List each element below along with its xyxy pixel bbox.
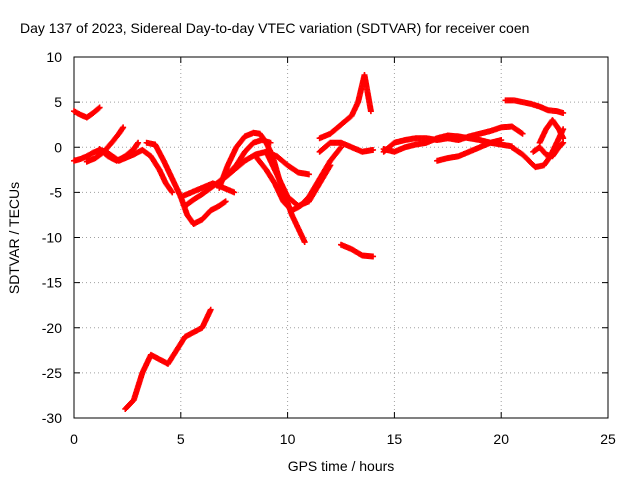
- y-tick-label: 5: [54, 94, 62, 110]
- series-arc-1: [71, 104, 103, 121]
- series-arc-9: [220, 148, 312, 182]
- data-point: [207, 306, 214, 313]
- data-series: [71, 72, 567, 412]
- y-tick-label: -25: [42, 365, 62, 381]
- x-tick-label: 0: [70, 431, 78, 447]
- data-point: [327, 162, 334, 169]
- y-tick-label: -10: [42, 230, 62, 246]
- x-tick-label: 10: [280, 431, 296, 447]
- data-point: [559, 140, 566, 147]
- data-point: [222, 198, 229, 205]
- series-arc-13: [316, 139, 377, 155]
- x-tick-label: 5: [177, 431, 185, 447]
- series-arc-14: [338, 241, 377, 260]
- axis-ticks: 0 5 10 15 20 25 -30 -25 -20 -15 -10 -5 0 5 10: [42, 49, 616, 447]
- data-point: [519, 130, 526, 137]
- data-point: [95, 105, 102, 112]
- x-tick-label: 15: [387, 431, 403, 447]
- y-tick-label: -5: [50, 184, 63, 200]
- data-point: [169, 189, 176, 196]
- y-tick-label: -20: [42, 320, 62, 336]
- y-tick-label: 10: [46, 49, 62, 65]
- data-point: [168, 188, 175, 195]
- data-point: [370, 253, 377, 260]
- data-point: [231, 189, 238, 196]
- data-point: [498, 137, 505, 144]
- data-point: [96, 104, 103, 111]
- data-point: [370, 146, 377, 153]
- data-point: [560, 135, 567, 142]
- series-arc-20: [530, 139, 567, 160]
- series-arc-5: [143, 139, 229, 227]
- chart-title: Day 137 of 2023, Sidereal Day-to-day VTE…: [20, 20, 529, 36]
- series-arc-21: [536, 117, 567, 146]
- data-point: [301, 239, 308, 246]
- data-point: [337, 145, 344, 152]
- grid: [74, 57, 608, 418]
- series-arc-22: [122, 306, 214, 412]
- x-tick-label: 25: [600, 431, 616, 447]
- series-arc-12: [316, 72, 374, 142]
- x-tick-label: 20: [493, 431, 509, 447]
- series-arc-18: [502, 97, 567, 116]
- series-arc-4: [96, 139, 142, 164]
- data-point: [560, 109, 567, 116]
- series-arc-17: [434, 137, 505, 164]
- y-axis-label: SDTVAR / TECUs: [6, 182, 22, 294]
- series-arc-8: [216, 129, 308, 246]
- data-point: [367, 108, 374, 115]
- y-tick-label: -30: [42, 410, 62, 426]
- y-tick-label: 0: [54, 139, 62, 155]
- data-point: [518, 129, 525, 136]
- x-axis-label: GPS time / hours: [288, 458, 395, 474]
- data-point: [305, 171, 312, 178]
- series-arc-11: [263, 148, 334, 209]
- data-point: [120, 124, 127, 131]
- y-tick-label: -15: [42, 275, 62, 291]
- data-point: [135, 139, 142, 146]
